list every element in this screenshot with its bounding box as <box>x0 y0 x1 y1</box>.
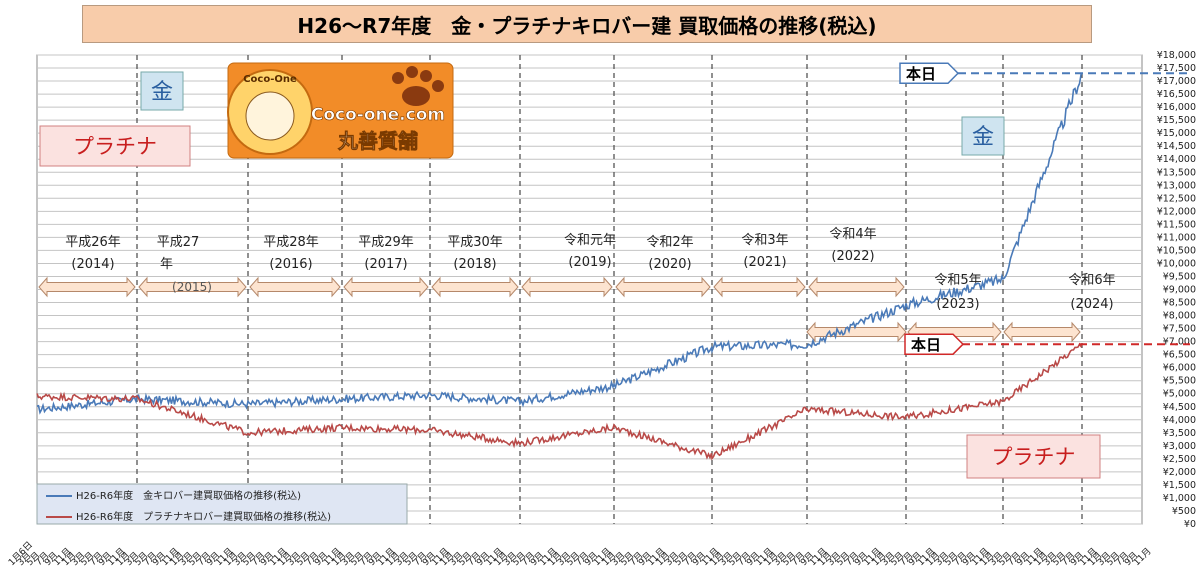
era-label: (2022) <box>831 249 874 264</box>
y-tick-label: ¥2,000 <box>1163 467 1196 478</box>
y-tick-label: ¥13,500 <box>1157 167 1196 178</box>
y-tick-label: ¥14,500 <box>1157 141 1196 152</box>
era-label: 令和4年 <box>829 227 876 242</box>
logo-shop: 丸善質舗 <box>337 129 418 153</box>
platinum-label: プラチナ <box>992 445 1076 469</box>
paw-icon <box>402 86 430 106</box>
era-label: 平成30年 <box>447 235 503 250</box>
y-tick-label: ¥16,000 <box>1157 102 1196 113</box>
y-tick-label: ¥5,500 <box>1163 376 1196 387</box>
dog-icon <box>245 91 295 141</box>
period-arrow <box>521 276 613 298</box>
y-tick-label: ¥10,500 <box>1157 245 1196 256</box>
period-arrow <box>249 276 341 298</box>
gold-label-box <box>140 71 184 111</box>
y-tick-label: ¥6,000 <box>1163 363 1196 374</box>
period-arrow <box>138 276 247 298</box>
today-label: 本日 <box>911 336 941 354</box>
y-tick-label: ¥12,500 <box>1157 193 1196 204</box>
series-line <box>36 342 1083 461</box>
y-tick-label: ¥8,500 <box>1163 298 1196 309</box>
y-tick-label: ¥13,000 <box>1157 180 1196 191</box>
platinum-label-box <box>39 125 191 167</box>
today-flag <box>904 333 965 355</box>
y-tick-label: ¥16,500 <box>1157 89 1196 100</box>
period-arrow <box>431 276 519 298</box>
y-tick-label: ¥1,000 <box>1163 493 1196 504</box>
legend-label-gold: H26-R6年度 金キロバー建買取価格の推移(税込) <box>76 489 301 502</box>
y-tick-label: ¥3,500 <box>1163 428 1196 439</box>
gold-label-box <box>961 116 1005 156</box>
era-label: (2015) <box>172 280 212 294</box>
y-tick-label: ¥9,000 <box>1163 285 1196 296</box>
era-label: (2017) <box>364 257 407 272</box>
y-tick-label: ¥6,500 <box>1163 350 1196 361</box>
chart-title: H26～R7年度 金・プラチナキロバー建 買取価格の推移(税込) <box>82 5 1092 43</box>
y-tick-label: ¥8,000 <box>1163 311 1196 322</box>
era-label: 年 <box>160 257 173 272</box>
period-arrow <box>615 276 711 298</box>
paw-icon <box>406 66 418 78</box>
y-tick-label: ¥4,500 <box>1163 402 1196 413</box>
era-label: 令和元年 <box>564 233 616 248</box>
period-arrow <box>713 276 806 298</box>
logo-site: Coco-one.com <box>311 105 445 125</box>
era-label: (2018) <box>453 257 496 272</box>
period-arrow <box>806 321 907 343</box>
era-label: (2016) <box>269 257 312 272</box>
y-tick-label: ¥18,000 <box>1157 50 1196 61</box>
legend-label-platinum: H26-R6年度 プラチナキロバー建買取価格の推移(税込) <box>76 510 331 523</box>
legend-box <box>36 483 408 525</box>
period-arrow <box>808 276 905 298</box>
era-label: (2023) <box>936 297 979 312</box>
today-flag <box>899 62 960 84</box>
era-label: (2020) <box>648 257 691 272</box>
era-label: (2021) <box>743 255 786 270</box>
y-tick-label: ¥3,000 <box>1163 441 1196 452</box>
y-tick-label: ¥7,500 <box>1163 324 1196 335</box>
y-tick-label: ¥500 <box>1172 506 1196 517</box>
today-label: 本日 <box>906 65 936 83</box>
gold-label: 金 <box>151 80 173 105</box>
y-tick-label: ¥15,000 <box>1157 128 1196 139</box>
y-tick-label: ¥1,500 <box>1163 480 1196 491</box>
paw-icon <box>420 70 432 82</box>
period-arrow <box>343 276 429 298</box>
era-label: (2024) <box>1070 297 1113 312</box>
y-tick-label: ¥7,000 <box>1163 337 1196 348</box>
era-label: 平成26年 <box>65 235 121 250</box>
y-tick-label: ¥0 <box>1184 519 1196 530</box>
era-label: (2014) <box>71 257 114 272</box>
era-label: 平成28年 <box>263 235 319 250</box>
period-arrow <box>1003 321 1081 343</box>
y-tick-label: ¥11,000 <box>1157 232 1196 243</box>
gold-label: 金 <box>972 125 994 150</box>
era-label: 平成29年 <box>358 235 414 250</box>
y-tick-label: ¥11,500 <box>1157 219 1196 230</box>
y-tick-label: ¥10,000 <box>1157 258 1196 269</box>
era-label: (2019) <box>568 255 611 270</box>
logo-top-text: Coco-One <box>243 74 297 85</box>
era-label: 令和3年 <box>741 233 788 248</box>
y-tick-label: ¥9,500 <box>1163 271 1196 282</box>
paw-icon <box>392 72 404 84</box>
y-tick-label: ¥17,000 <box>1157 76 1196 87</box>
y-tick-label: ¥14,000 <box>1157 154 1196 165</box>
era-label: 平成27 <box>157 235 200 250</box>
period-arrow <box>38 276 136 298</box>
y-tick-label: ¥4,000 <box>1163 415 1196 426</box>
y-tick-label: ¥15,500 <box>1157 115 1196 126</box>
era-label: 令和5年 <box>934 273 981 288</box>
y-tick-label: ¥5,000 <box>1163 389 1196 400</box>
platinum-label-box <box>966 434 1101 479</box>
y-tick-label: ¥2,500 <box>1163 454 1196 465</box>
y-tick-label: ¥12,000 <box>1157 206 1196 217</box>
paw-icon <box>432 80 444 92</box>
series-line <box>36 72 1083 415</box>
era-label: 令和6年 <box>1068 273 1115 288</box>
y-tick-label: ¥17,500 <box>1157 63 1196 74</box>
era-label: 令和2年 <box>646 235 693 250</box>
platinum-label: プラチナ <box>73 135 157 159</box>
